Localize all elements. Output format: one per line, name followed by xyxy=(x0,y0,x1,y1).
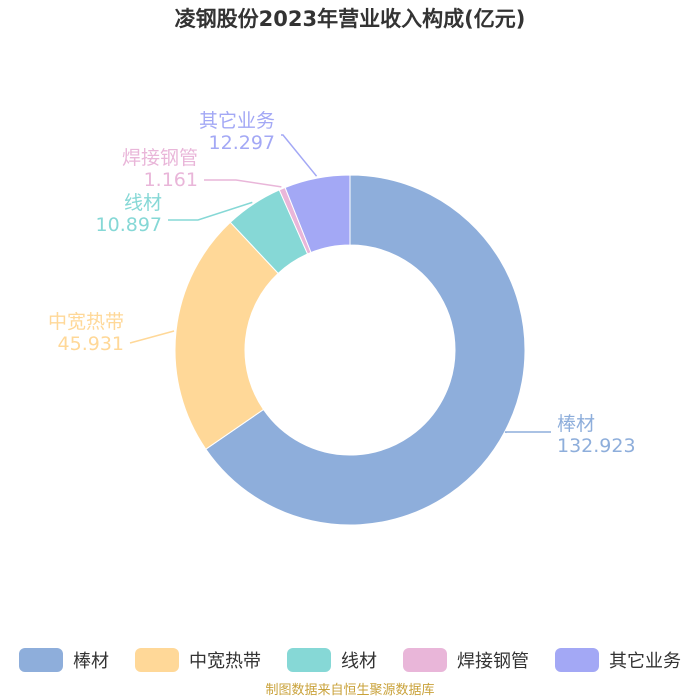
legend-label-1: 棒材 xyxy=(73,651,109,672)
slice-5 xyxy=(284,174,351,254)
slice-1 xyxy=(205,174,526,526)
legend-swatch-1 xyxy=(19,648,63,672)
legend-swatch-4 xyxy=(403,648,447,672)
legend: 棒材 中宽热带 线材 焊接钢管 其它业务 xyxy=(19,648,681,672)
slice-label-name-4: 焊接钢管 xyxy=(122,147,198,169)
source-note: 制图数据来自恒生聚源数据库 xyxy=(265,682,434,698)
slices-group xyxy=(174,174,526,526)
legend-label-4: 焊接钢管 xyxy=(457,651,529,672)
slice-label-name-2: 中宽热带 xyxy=(48,311,124,333)
legend-label-2: 中宽热带 xyxy=(189,651,261,672)
leader-line-4 xyxy=(204,179,282,188)
leader-lines-group xyxy=(129,134,551,434)
slice-label-name-1: 棒材 xyxy=(557,413,595,435)
legend-item-1[interactable]: 棒材 xyxy=(19,648,109,672)
leader-line-3 xyxy=(168,201,253,221)
legend-item-5[interactable]: 其它业务 xyxy=(555,648,681,672)
legend-label-3: 线材 xyxy=(341,651,377,672)
legend-item-4[interactable]: 焊接钢管 xyxy=(403,648,529,672)
legend-item-3[interactable]: 线材 xyxy=(287,648,377,672)
slice-label-name-3: 线材 xyxy=(124,192,162,214)
slice-label-value-2: 45.931 xyxy=(58,333,124,355)
legend-label-5: 其它业务 xyxy=(609,651,681,672)
slice-2 xyxy=(174,221,279,450)
legend-swatch-2 xyxy=(135,648,179,672)
leader-line-2 xyxy=(129,330,175,344)
slice-label-value-5: 12.297 xyxy=(209,132,275,154)
legend-swatch-5 xyxy=(555,648,599,672)
chart-title: 凌钢股份2023年营业收入构成(亿元) xyxy=(175,7,526,31)
legend-swatch-3 xyxy=(287,648,331,672)
legend-item-2[interactable]: 中宽热带 xyxy=(135,648,261,672)
slice-label-name-5: 其它业务 xyxy=(199,110,275,132)
slice-label-value-1: 132.923 xyxy=(557,435,636,457)
slice-label-value-4: 1.161 xyxy=(144,169,198,191)
slice-label-value-3: 10.897 xyxy=(96,214,162,236)
leader-line-5 xyxy=(281,134,318,177)
